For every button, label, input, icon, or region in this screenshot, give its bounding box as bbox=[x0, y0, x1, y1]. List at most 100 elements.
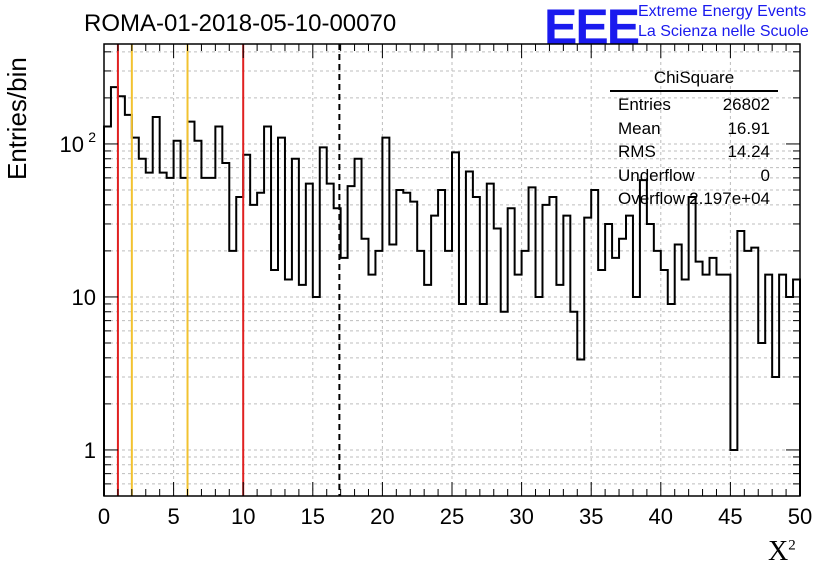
histogram-bin bbox=[188, 122, 195, 496]
histogram-bin bbox=[104, 127, 111, 496]
histogram-bin bbox=[368, 275, 375, 496]
histogram-series bbox=[103, 86, 801, 496]
histogram-bin bbox=[424, 285, 431, 496]
histogram-bin bbox=[682, 280, 689, 496]
y-tick-label: 10 bbox=[60, 132, 84, 157]
histogram-bin bbox=[118, 96, 125, 496]
histogram-bin bbox=[278, 138, 285, 496]
stats-row-rms: RMS 14.24 bbox=[610, 140, 778, 164]
x-tick-label: 35 bbox=[579, 504, 603, 529]
x-tick-label: 5 bbox=[167, 504, 179, 529]
x-tick-label: 30 bbox=[509, 504, 533, 529]
histogram-bin bbox=[459, 304, 466, 496]
eee-logo-text: Extreme Energy Events La Scienza nelle S… bbox=[638, 2, 809, 42]
histogram-bin bbox=[619, 239, 626, 496]
histogram-bin bbox=[508, 208, 515, 496]
histogram-bin bbox=[556, 285, 563, 496]
histogram-bin bbox=[563, 216, 570, 496]
histogram-bin bbox=[626, 216, 633, 496]
histogram-bin bbox=[174, 141, 181, 496]
y-tick-label-exponent: 2 bbox=[88, 129, 96, 145]
stats-key: Underflow bbox=[618, 165, 695, 185]
x-tick-label: 10 bbox=[231, 504, 255, 529]
histogram-bin bbox=[431, 216, 438, 496]
histogram-bin bbox=[382, 138, 389, 496]
histogram-bin bbox=[494, 229, 501, 496]
histogram-bin bbox=[132, 138, 139, 496]
histogram-bin bbox=[362, 239, 369, 496]
histogram-bin bbox=[723, 275, 730, 496]
histogram-bin bbox=[515, 275, 522, 496]
histogram-bin bbox=[744, 251, 751, 496]
stats-row-overflow: Overflow 2.197e+04 bbox=[610, 187, 778, 211]
stats-row-underflow: Underflow 0 bbox=[610, 164, 778, 188]
stats-value: 2.197e+04 bbox=[689, 189, 770, 208]
histogram-bin bbox=[264, 127, 271, 496]
histogram-bin bbox=[438, 190, 445, 496]
histogram-bin bbox=[598, 270, 605, 496]
logo-line-2: La Scienza nelle Scuole bbox=[638, 23, 809, 40]
histogram-bin bbox=[299, 285, 306, 496]
histogram-bin bbox=[675, 245, 682, 496]
x-tick-label: 15 bbox=[301, 504, 325, 529]
histogram-bin bbox=[389, 245, 396, 496]
stats-value: 16.91 bbox=[727, 118, 770, 138]
histogram-bin bbox=[577, 360, 584, 496]
histogram-bin bbox=[222, 163, 229, 496]
histogram-bin bbox=[355, 159, 362, 496]
x-tick-label: 45 bbox=[718, 504, 742, 529]
histogram-bin bbox=[737, 231, 744, 496]
histogram-bin bbox=[786, 297, 793, 496]
histogram-bin bbox=[160, 173, 167, 496]
stats-title: ChiSquare bbox=[610, 68, 778, 92]
histogram-bin bbox=[689, 197, 696, 496]
histogram-bin bbox=[473, 197, 480, 496]
histogram-bin bbox=[334, 208, 341, 496]
logo-line-1: Extreme Energy Events bbox=[638, 3, 807, 20]
stats-row-mean: Mean 16.91 bbox=[610, 117, 778, 141]
histogram-bin bbox=[236, 197, 243, 496]
histogram-bin bbox=[327, 184, 334, 496]
histogram-bin bbox=[452, 152, 459, 496]
histogram-bin bbox=[730, 450, 737, 496]
histogram-bin bbox=[125, 115, 132, 496]
eee-logo-mark: EEE bbox=[544, 0, 640, 55]
histogram-bin bbox=[181, 178, 188, 496]
histogram-bin bbox=[542, 205, 549, 496]
y-tick-label: 10 bbox=[72, 285, 96, 310]
x-axis-label-base: X bbox=[768, 536, 789, 567]
stats-value: 0 bbox=[760, 165, 770, 185]
x-tick-label: 40 bbox=[649, 504, 673, 529]
histogram-bin bbox=[668, 304, 675, 496]
histogram-bin bbox=[243, 155, 250, 496]
stats-key: Mean bbox=[618, 118, 661, 138]
histogram-bin bbox=[758, 343, 765, 496]
histogram-bin bbox=[570, 312, 577, 496]
histogram-bin bbox=[487, 184, 494, 496]
histogram-bin bbox=[146, 173, 153, 496]
histogram-bin bbox=[765, 275, 772, 496]
histogram-bin bbox=[716, 275, 723, 496]
x-axis-label: X2 bbox=[768, 536, 796, 568]
stats-key: Overflow bbox=[618, 189, 686, 208]
histogram-bin bbox=[445, 251, 452, 496]
histogram-bin bbox=[139, 159, 146, 496]
histogram-bin bbox=[710, 258, 717, 496]
histogram-bin bbox=[271, 270, 278, 496]
histogram-bin bbox=[348, 186, 355, 496]
histogram-bin bbox=[257, 193, 264, 496]
histogram-bin bbox=[466, 172, 473, 496]
page-title: ROMA-01-2018-05-10-00070 bbox=[84, 10, 397, 37]
histogram-bin bbox=[536, 297, 543, 496]
histogram-bin bbox=[772, 377, 779, 496]
x-tick-label: 25 bbox=[440, 504, 464, 529]
histogram-bin bbox=[201, 178, 208, 496]
x-axis-label-superscript: 2 bbox=[788, 537, 796, 554]
histogram-bin bbox=[153, 117, 160, 496]
histogram-bin bbox=[654, 251, 661, 496]
histogram-bin bbox=[751, 248, 758, 496]
histogram-bin bbox=[605, 224, 612, 496]
histogram-bin bbox=[696, 262, 703, 496]
histogram-bin bbox=[285, 280, 292, 496]
histogram-bin bbox=[640, 180, 647, 496]
